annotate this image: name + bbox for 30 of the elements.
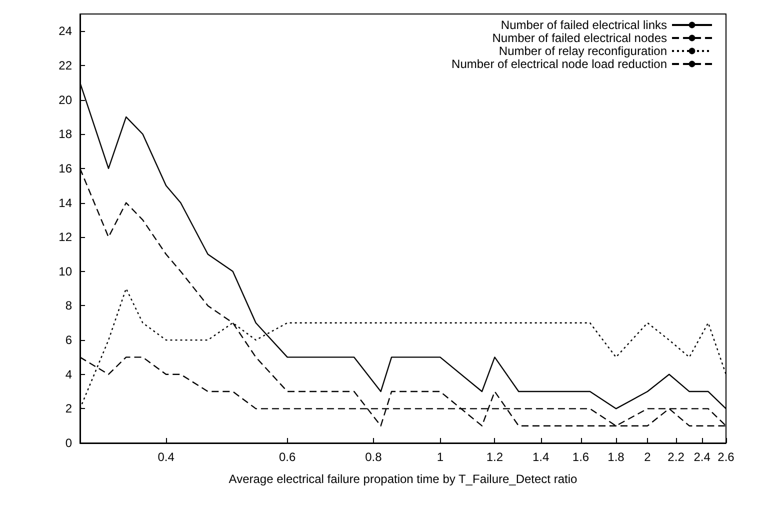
x-tick-label: 1.2 (486, 450, 504, 464)
legend-label: Number of failed electrical nodes (492, 31, 667, 45)
y-tick-label: 12 (58, 230, 72, 244)
y-tick-label: 0 (65, 436, 72, 450)
x-tick-label: 2.2 (668, 450, 685, 464)
y-tick-label: 8 (65, 298, 72, 313)
x-tick-label: 0.4 (158, 450, 175, 464)
x-tick-label: 0.8 (365, 450, 382, 464)
x-tick-label: 2.6 (718, 450, 735, 464)
y-tick-label: 20 (58, 92, 72, 107)
y-tick-label: 22 (58, 58, 72, 72)
legend-label: Number of electrical node load reduction (452, 57, 667, 71)
x-tick-label: 1.8 (608, 450, 625, 464)
y-tick-label: 2 (65, 402, 72, 416)
x-tick-label: 1.4 (532, 450, 550, 464)
y-tick-label: 18 (58, 127, 72, 142)
y-tick-label: 24 (58, 24, 72, 38)
x-tick-label: 2.4 (694, 450, 711, 464)
x-axis-title: Average electrical failure propation time by T_Failure_Detect ratio (228, 472, 578, 486)
x-tick-label: 1 (436, 450, 444, 464)
x-tick-label: 0.6 (279, 450, 296, 464)
y-tick-label: 16 (58, 161, 72, 176)
x-tick-label: 2 (644, 450, 652, 464)
legend-label: Number of relay reconfiguration (498, 44, 667, 58)
x-tick-label: 1.6 (572, 450, 590, 464)
y-tick-label: 4 (65, 367, 72, 382)
legend-label: Number of failed electrical links (500, 18, 667, 32)
y-tick-label: 14 (58, 196, 72, 210)
y-tick-label: 6 (65, 333, 72, 348)
y-tick-label: 10 (58, 264, 72, 278)
